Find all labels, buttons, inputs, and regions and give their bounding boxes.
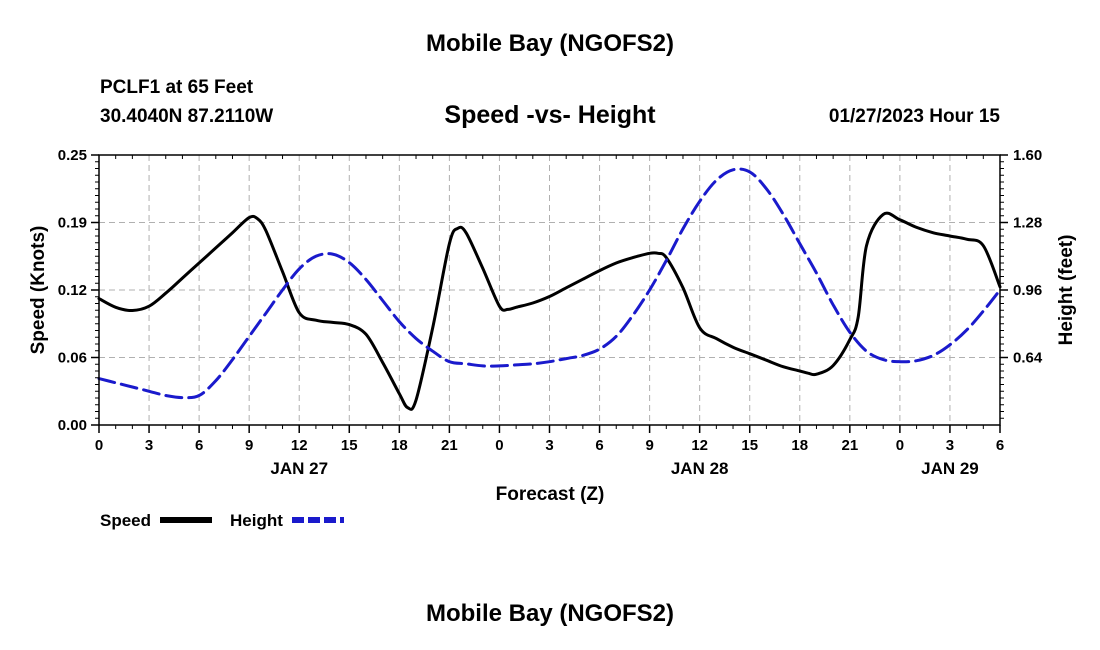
x-tick-label: 21	[841, 437, 858, 454]
y-axis-right-label: Height (feet)	[1056, 235, 1077, 346]
x-tick-label: 0	[95, 437, 103, 454]
x-tick-label: 0	[495, 437, 503, 454]
axis-layer: 0 3 6 9 12 15 18 21 0 3 6 9 12 15 18 21 0 3 6 JAN 27 JAN 28 J…	[58, 147, 1043, 478]
x-tick-label: 15	[341, 437, 358, 454]
y-right-tick-label: 0.96	[1013, 282, 1042, 299]
plot-title: Speed -vs- Height	[444, 101, 656, 129]
legend-height-label: Height	[230, 511, 283, 530]
legend: Speed Height	[100, 511, 344, 530]
y-right-tick-label: 1.28	[1013, 215, 1042, 232]
x-tick-label: 15	[741, 437, 758, 454]
y-left-tick-label: 0.00	[58, 417, 87, 434]
x-tick-label: 6	[195, 437, 203, 454]
chart-main-title: Mobile Bay (NGOFS2)	[425, 30, 675, 57]
x-tick-label: 6	[996, 437, 1004, 454]
y-axis-left-label: Speed (Knots)	[28, 226, 49, 355]
series-layer	[97, 167, 1002, 411]
x-tick-label: 18	[791, 437, 808, 454]
x-tick-label: 3	[545, 437, 553, 454]
x-tick-label: 0	[896, 437, 904, 454]
x-tick-label: 9	[245, 437, 253, 454]
date-label: JAN 28	[671, 459, 729, 478]
y-right-tick-label: 0.64	[1013, 350, 1043, 367]
x-tick-label: 3	[946, 437, 954, 454]
x-tick-label: 18	[391, 437, 408, 454]
bottom-title: Mobile Bay (NGOFS2)	[425, 600, 675, 627]
y-right-tick-label: 1.60	[1013, 147, 1042, 164]
height-series-line	[97, 167, 1002, 400]
x-tick-label: 12	[691, 437, 708, 454]
station-coordinates: 30.4040N 87.2110W	[100, 106, 274, 127]
x-tick-label: 3	[145, 437, 153, 454]
grid-layer	[99, 155, 1000, 425]
x-tick-label: 6	[595, 437, 603, 454]
x-axis-label: Forecast (Z)	[496, 484, 605, 505]
x-tick-label: 21	[441, 437, 458, 454]
y-left-tick-label: 0.25	[58, 147, 87, 164]
y-left-tick-label: 0.19	[58, 215, 87, 232]
station-name: PCLF1 at 65 Feet	[100, 77, 254, 98]
date-label: JAN 27	[270, 459, 328, 478]
speed-series-line	[97, 211, 1002, 411]
x-tick-label: 9	[645, 437, 653, 454]
x-tick-label: 12	[291, 437, 308, 454]
y-left-tick-label: 0.06	[58, 350, 87, 367]
date-label: JAN 29	[921, 459, 979, 478]
legend-speed-label: Speed	[100, 511, 151, 530]
y-left-tick-label: 0.12	[58, 282, 87, 299]
plot-datetime: 01/27/2023 Hour 15	[828, 106, 1000, 127]
